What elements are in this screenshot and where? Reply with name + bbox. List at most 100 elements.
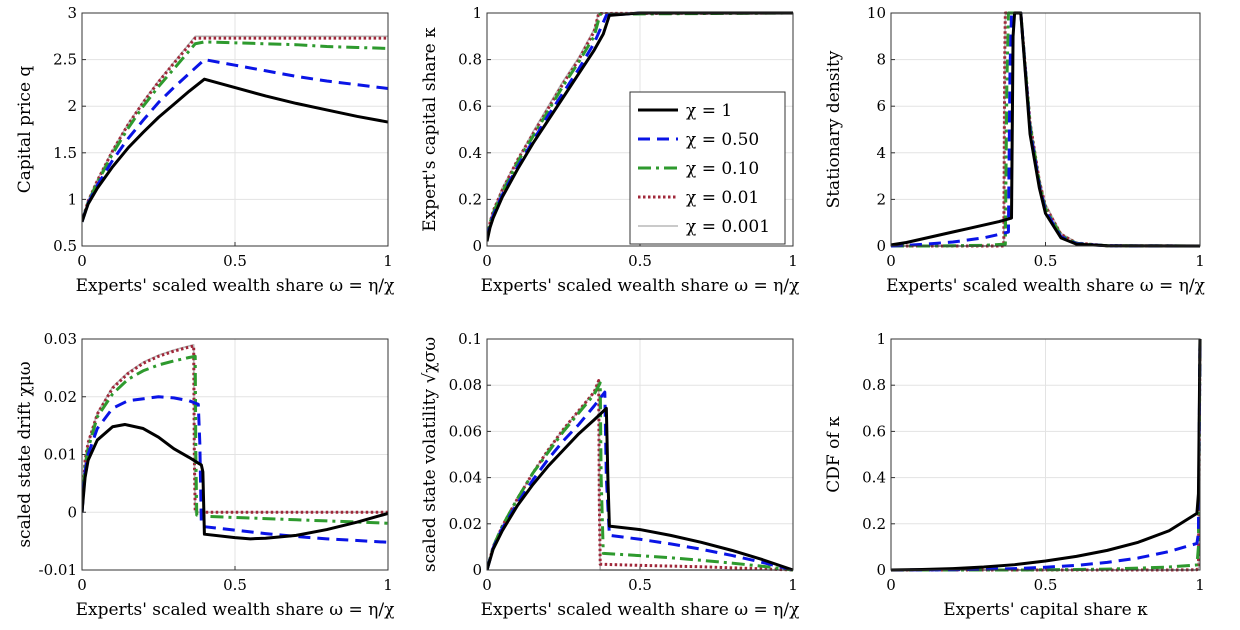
y-tick-label: 0	[472, 561, 482, 579]
x-tick-label: 0	[886, 252, 896, 270]
y-tick-label: 2	[67, 97, 77, 115]
chart-panel-6: 0 0.5 1 0 0.2 0.4 0.6 0.8 1 Experts' capital shar…	[824, 330, 1205, 620]
series-line-1	[82, 77, 389, 223]
y-tick-label: 10	[867, 4, 886, 22]
y-tick-label: 0.04	[449, 469, 482, 487]
x-tick-label: 0.5	[223, 252, 247, 270]
x-axis-label: Experts' scaled wealth share ω = η/χ	[481, 600, 800, 620]
legend-box	[629, 91, 786, 245]
series-line-1	[487, 11, 793, 242]
x-tick-label: 0.5	[1034, 252, 1058, 270]
y-tick-label: 6	[876, 97, 886, 115]
legend-label-5: χ = 0.001	[686, 217, 770, 237]
x-tick-label: 1	[788, 252, 798, 270]
series-line-2	[487, 390, 794, 572]
legend-label-1: χ = 1	[686, 101, 732, 121]
x-axis-label: Experts' scaled wealth share ω = η/χ	[481, 276, 800, 296]
legend-label-3: χ = 0.10	[686, 159, 759, 179]
x-tick-label: 0.5	[223, 576, 247, 594]
series-line-2	[82, 395, 389, 544]
series-line-1	[82, 422, 389, 541]
x-tick-label: 0	[77, 252, 87, 270]
y-tick-label: 0.4	[458, 144, 482, 162]
y-axis-label: Capital price q	[15, 66, 35, 194]
axes-frame	[81, 338, 389, 571]
y-tick-label: 0.8	[458, 51, 482, 69]
axes-frame	[81, 12, 389, 247]
series-line-3	[82, 40, 389, 223]
x-tick-label: 1	[383, 576, 393, 594]
y-tick-label: 0.8	[862, 376, 886, 394]
x-tick-label: 1	[1195, 252, 1205, 270]
axes-frame	[486, 338, 794, 571]
chart-panel-2: 0 0.5 1 0 0.2 0.4 0.6 0.8 1 Experts' scaled wealt…	[420, 4, 799, 296]
x-axis-label: Experts' scaled wealth share ω = η/χ	[76, 600, 395, 620]
x-axis-label: Experts' scaled wealth share ω = η/χ	[76, 276, 395, 296]
series-line-5	[82, 343, 388, 514]
y-tick-label: 8	[876, 51, 886, 69]
x-tick-label: 0	[886, 576, 896, 594]
x-tick-label: 0.5	[1034, 576, 1058, 594]
series-line-4	[82, 36, 388, 222]
legend-label-2: χ = 0.50	[686, 130, 759, 150]
y-tick-label: 0.2	[862, 515, 886, 533]
y-tick-label: 0.2	[458, 190, 482, 208]
series-line-2	[82, 58, 389, 223]
x-tick-label: 0	[77, 576, 87, 594]
x-tick-label: 0.5	[628, 576, 652, 594]
y-tick-label: 0.6	[458, 97, 482, 115]
x-tick-label: 0.5	[628, 252, 652, 270]
y-tick-label: 0	[472, 237, 482, 255]
x-tick-label: 0	[482, 576, 492, 594]
axes-frame	[890, 338, 1201, 571]
y-axis-label: CDF of κ	[824, 416, 844, 493]
x-axis-label: Experts' scaled wealth share ω = η/χ	[886, 276, 1205, 296]
y-tick-label: 2	[876, 190, 886, 208]
y-tick-label: -0.01	[39, 561, 77, 579]
x-tick-label: 1	[1195, 576, 1205, 594]
series-line-3	[487, 11, 794, 240]
y-tick-label: 0.1	[458, 330, 482, 348]
x-axis-label: Experts' capital share κ	[943, 600, 1148, 620]
y-axis-label: Stationary density	[824, 50, 844, 208]
y-tick-label: 1.5	[53, 144, 77, 162]
y-tick-label: 1	[67, 190, 77, 208]
y-tick-label: 0	[876, 561, 886, 579]
x-tick-label: 0	[482, 252, 492, 270]
series-line-3	[487, 381, 794, 572]
y-axis-label: scaled state volatility √χσω	[420, 337, 440, 572]
axes-frame	[486, 12, 794, 247]
y-tick-label: 0.5	[53, 237, 77, 255]
chart-panel-5: 0 0.5 1 0 0.02 0.04 0.06 0.08 0.1 Experts' scaled…	[420, 330, 799, 620]
y-tick-label: 0.02	[44, 388, 77, 406]
y-tick-label: 0.6	[862, 422, 886, 440]
legend: χ = 1 χ = 0.50 χ = 0.10 χ = 0.01 χ = 0.001	[629, 91, 786, 245]
x-tick-label: 1	[788, 576, 798, 594]
y-tick-label: 0.06	[449, 422, 482, 440]
y-tick-label: 0	[876, 237, 886, 255]
y-axis-label: scaled state drift χμω	[15, 361, 35, 547]
series-line-3	[82, 354, 389, 525]
y-tick-label: 4	[876, 144, 886, 162]
series-line-1	[891, 338, 1202, 572]
y-tick-label: 0.08	[449, 376, 482, 394]
series-line-1	[891, 11, 1201, 248]
y-axis-label: Expert's capital share κ	[420, 27, 440, 232]
x-tick-label: 1	[383, 252, 393, 270]
y-tick-label: 1	[876, 330, 886, 348]
y-tick-label: 0	[67, 503, 77, 521]
y-tick-label: 1	[472, 4, 482, 22]
y-tick-label: 3	[67, 4, 77, 22]
y-tick-label: 0.02	[449, 515, 482, 533]
y-tick-label: 0.01	[44, 446, 77, 464]
y-tick-label: 0.4	[862, 469, 886, 487]
series-line-1	[487, 406, 794, 572]
y-tick-label: 0.03	[44, 330, 77, 348]
y-tick-label: 2.5	[53, 51, 77, 69]
axes-frame	[890, 12, 1201, 247]
series-line-2	[891, 338, 1202, 572]
